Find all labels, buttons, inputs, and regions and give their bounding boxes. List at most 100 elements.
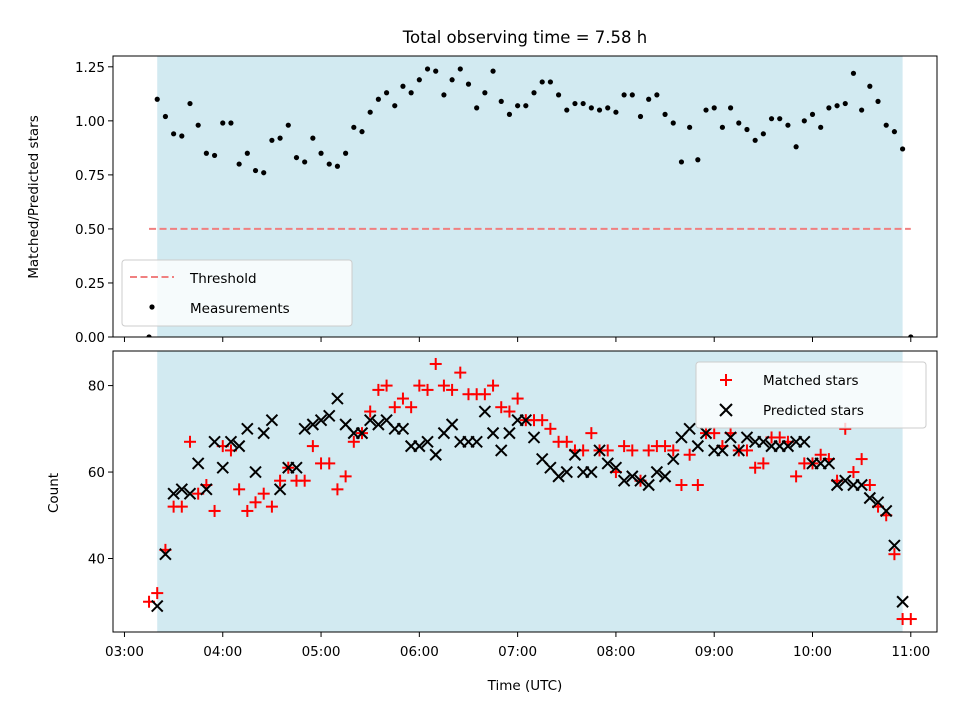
measurement-point (834, 103, 840, 109)
matched-star-point (413, 379, 426, 392)
matched-star-point (183, 435, 196, 448)
predicted-star-point (626, 470, 639, 483)
measurement-point (613, 109, 619, 115)
matched-star-point (372, 383, 385, 396)
measurement-point (465, 81, 472, 87)
predicted-star-point (880, 504, 893, 518)
x-tick-label: 05:00 (302, 644, 341, 660)
measurement-point (695, 157, 701, 163)
measurement-point (474, 105, 480, 111)
measurement-point (261, 170, 267, 176)
measurements-legend-swatch (149, 304, 155, 310)
predicted-star-point (855, 478, 868, 492)
predicted-star-point (183, 487, 197, 500)
measurement-point (351, 124, 357, 130)
predicted-star-point (159, 547, 172, 561)
predicted-star-point (740, 431, 754, 444)
predicted-star-point (503, 426, 516, 440)
matched-star-point (331, 483, 344, 496)
measurement-point (383, 90, 390, 96)
measurement-point (318, 150, 324, 156)
bottom-marks (143, 357, 917, 626)
measurement-point (203, 150, 209, 156)
predicted-star-point (478, 405, 492, 418)
measurement-point (187, 100, 193, 107)
measurement-point (293, 154, 300, 161)
matched-star-point (503, 405, 516, 418)
measurement-point (400, 83, 406, 89)
predicted-star-point (495, 444, 508, 457)
measurement-point (768, 116, 775, 122)
matched-star-point (847, 466, 860, 479)
predicted-star-point (568, 448, 582, 461)
matched-star-point (757, 457, 770, 470)
matched-star-point (585, 427, 598, 440)
matched-star-point (339, 470, 352, 483)
predicted-star-point (413, 439, 426, 453)
measurement-point (727, 105, 734, 111)
measurement-point (662, 111, 668, 117)
measurement-point (580, 100, 586, 107)
matched-star-point (495, 401, 508, 414)
top-y-axis-label: Matched/Predicted stars (26, 115, 42, 278)
measurement-point (826, 105, 832, 111)
measurement-point (875, 98, 881, 104)
chart-title: Total observing time = 7.58 h (402, 28, 647, 47)
top-axes-frame (112, 55, 938, 338)
matched-star-point (740, 444, 753, 457)
matched-star-point (691, 479, 704, 492)
matched-star-point (429, 357, 442, 370)
top-ytick-label: 0.25 (75, 276, 105, 292)
predicted-star-point (167, 487, 180, 500)
matched-star-point (683, 448, 696, 461)
measurement-point (285, 122, 291, 128)
top-marks (146, 66, 914, 337)
predicted-star-point (888, 539, 901, 552)
predicted-star-point (486, 426, 500, 440)
measurement-point (678, 159, 685, 165)
bottom-ytick-label: 40 (88, 552, 105, 568)
x-tick-label: 09:00 (695, 644, 734, 660)
matched-star-point (749, 461, 762, 474)
measurement-point (654, 92, 660, 98)
predicted-star-point (232, 439, 246, 453)
predicted-star-point (822, 457, 836, 470)
predicted-star-point (552, 470, 565, 483)
x-tick-label: 04:00 (203, 644, 242, 660)
matched-star-point (618, 440, 631, 453)
matched-star-point (667, 444, 680, 457)
matched-star-point (421, 383, 434, 396)
measurement-point (367, 109, 373, 115)
matched-star-point (675, 479, 688, 492)
predicted-star-point (527, 431, 541, 444)
measurement-point (842, 100, 848, 107)
bottom-legend-frame (695, 361, 927, 429)
matched-star-point (511, 392, 524, 405)
matched-star-point (863, 479, 876, 492)
predicted-star-point (617, 474, 631, 487)
measurement-point (416, 77, 422, 83)
matched-legend-label: Matched stars (763, 373, 859, 389)
x-tick-label: 08:00 (596, 644, 635, 660)
measurement-point (269, 137, 275, 143)
top-legend-frame (121, 259, 353, 327)
matched-star-point (904, 613, 917, 626)
measurement-point (793, 144, 799, 150)
top-ytick-label: 0.00 (75, 330, 105, 346)
measurement-point (195, 122, 201, 128)
predicted-star-point (691, 439, 705, 453)
predicted-star-point (421, 435, 434, 448)
measurement-point (711, 105, 717, 111)
measurement-point (146, 334, 152, 337)
bottom-ytick-label: 80 (88, 379, 105, 395)
predicted-star-point (593, 444, 606, 457)
predicted-star-point (216, 461, 229, 474)
matched-star-point (175, 500, 188, 513)
matched-star-point (626, 444, 639, 457)
bottom-legend: Matched stars Predicted stars (695, 361, 927, 429)
matched-star-point (773, 431, 786, 444)
predicted-star-point (331, 392, 344, 405)
top-ytick-label: 1.25 (75, 60, 105, 76)
matched-star-point (544, 422, 557, 435)
predicted-star-point (241, 422, 254, 436)
